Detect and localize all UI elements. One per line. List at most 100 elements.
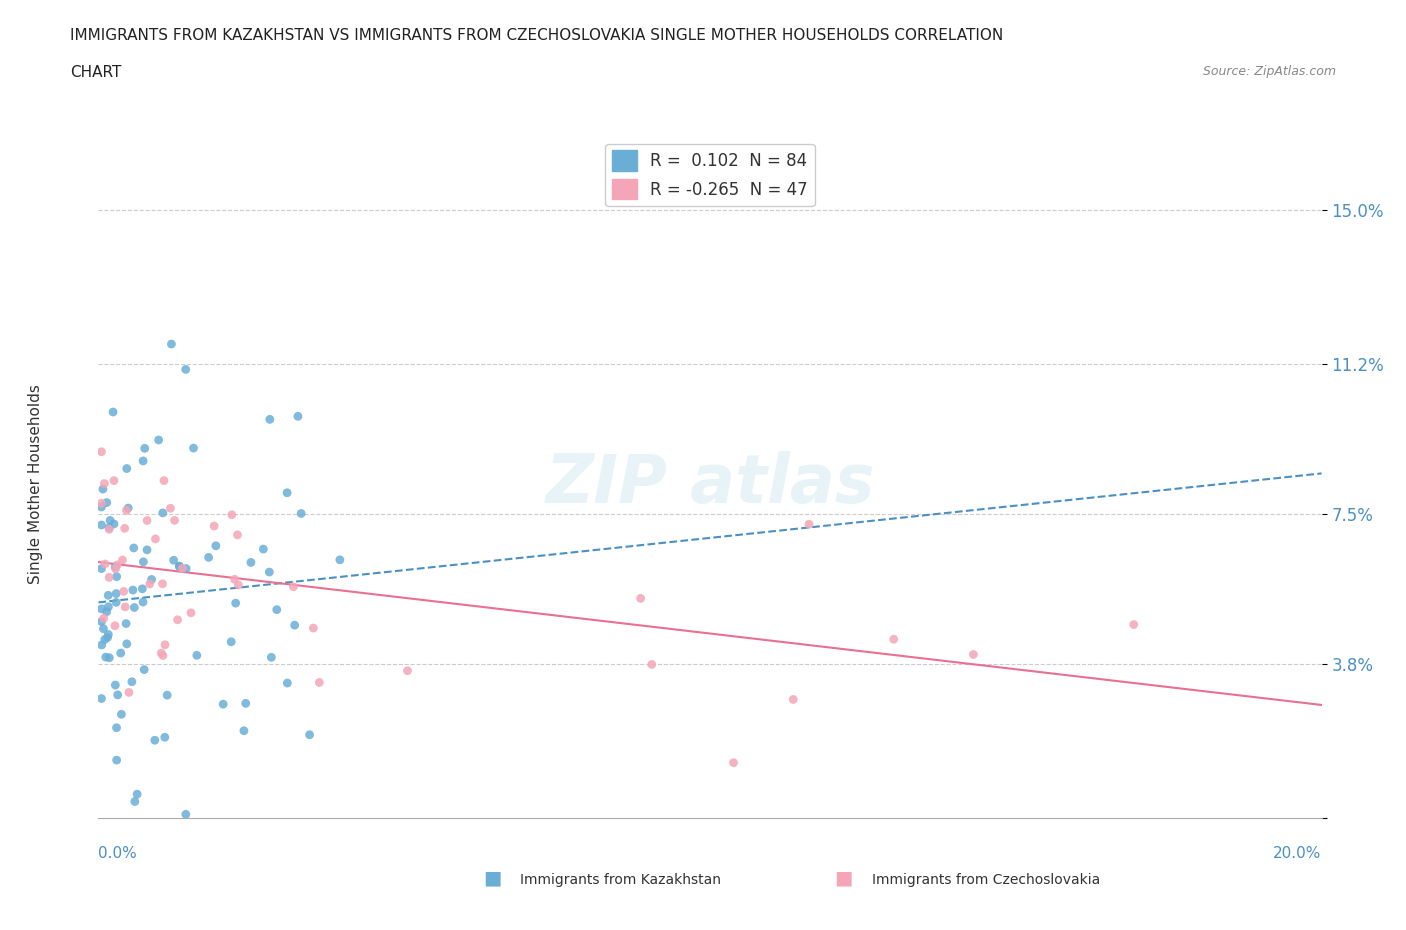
Point xyxy=(134,662,156,677)
Point xyxy=(90,518,112,533)
Point xyxy=(308,675,330,690)
Point xyxy=(962,647,984,662)
Point xyxy=(131,581,153,596)
Point xyxy=(141,572,163,587)
Point xyxy=(235,696,257,711)
Point xyxy=(134,441,156,456)
Point xyxy=(145,531,167,546)
Point xyxy=(276,485,298,500)
Point xyxy=(103,473,125,488)
Y-axis label: Single Mother Households: Single Mother Households xyxy=(28,384,42,583)
Point xyxy=(283,579,305,594)
Point xyxy=(94,650,117,665)
Text: ■: ■ xyxy=(834,869,853,887)
Text: CHART: CHART xyxy=(70,65,122,80)
Point xyxy=(782,692,804,707)
Point xyxy=(396,663,419,678)
Point xyxy=(105,720,128,735)
Point xyxy=(90,561,112,576)
Point xyxy=(98,650,121,665)
Text: Immigrants from Kazakhstan: Immigrants from Kazakhstan xyxy=(520,872,721,886)
Point xyxy=(122,582,145,597)
Point xyxy=(163,552,186,567)
Point xyxy=(153,637,176,652)
Point xyxy=(136,513,159,528)
Point xyxy=(232,724,254,738)
Point xyxy=(110,645,132,660)
Point xyxy=(90,602,112,617)
Point xyxy=(121,674,143,689)
Point xyxy=(160,337,183,352)
Point xyxy=(90,445,112,459)
Point xyxy=(883,631,905,646)
Point xyxy=(148,432,170,447)
Point xyxy=(132,454,155,469)
Text: ■: ■ xyxy=(482,869,502,887)
Point xyxy=(156,687,179,702)
Point xyxy=(127,787,149,802)
Point xyxy=(186,648,208,663)
Point xyxy=(197,550,219,565)
Point xyxy=(115,617,138,631)
Text: 0.0%: 0.0% xyxy=(98,846,138,861)
Point xyxy=(259,565,281,579)
Point xyxy=(90,496,112,511)
Point xyxy=(152,577,174,591)
Point xyxy=(290,506,312,521)
Point xyxy=(104,618,127,633)
Point xyxy=(174,807,197,822)
Point xyxy=(93,621,115,636)
Point xyxy=(153,730,176,745)
Point xyxy=(114,600,136,615)
Point xyxy=(221,508,243,523)
Point xyxy=(114,521,136,536)
Point xyxy=(122,540,145,555)
Point xyxy=(97,599,120,614)
Point xyxy=(284,618,307,632)
Legend: R =  0.102  N = 84, R = -0.265  N = 47: R = 0.102 N = 84, R = -0.265 N = 47 xyxy=(606,144,814,206)
Point xyxy=(159,501,181,516)
Point xyxy=(287,409,309,424)
Point xyxy=(132,554,155,569)
Point xyxy=(630,591,652,605)
Point xyxy=(150,645,173,660)
Text: Immigrants from Czechoslovakia: Immigrants from Czechoslovakia xyxy=(872,872,1099,886)
Point xyxy=(107,687,129,702)
Point xyxy=(115,636,138,651)
Point xyxy=(101,405,124,419)
Point xyxy=(329,552,352,567)
Point xyxy=(104,678,127,693)
Point xyxy=(90,614,112,629)
Point xyxy=(641,657,664,671)
Point xyxy=(111,552,134,567)
Point xyxy=(1122,618,1144,632)
Point xyxy=(103,516,125,531)
Point xyxy=(115,461,138,476)
Point xyxy=(91,482,114,497)
Point xyxy=(225,596,247,611)
Point xyxy=(105,557,128,572)
Point xyxy=(115,503,138,518)
Text: ZIP atlas: ZIP atlas xyxy=(546,451,875,516)
Point xyxy=(105,586,128,601)
Point xyxy=(98,513,121,528)
Point xyxy=(166,612,188,627)
Point xyxy=(202,519,225,534)
Point xyxy=(105,569,128,584)
Point xyxy=(228,578,250,592)
Point xyxy=(239,555,262,570)
Point xyxy=(212,697,235,711)
Point xyxy=(298,727,321,742)
Point xyxy=(136,542,159,557)
Point xyxy=(105,595,128,610)
Point xyxy=(118,685,141,700)
Point xyxy=(169,559,191,574)
Point xyxy=(163,513,186,528)
Point xyxy=(98,570,121,585)
Point xyxy=(124,794,146,809)
Point xyxy=(172,561,194,576)
Point xyxy=(226,527,249,542)
Point xyxy=(90,499,112,514)
Point xyxy=(93,611,115,626)
Point xyxy=(97,627,120,642)
